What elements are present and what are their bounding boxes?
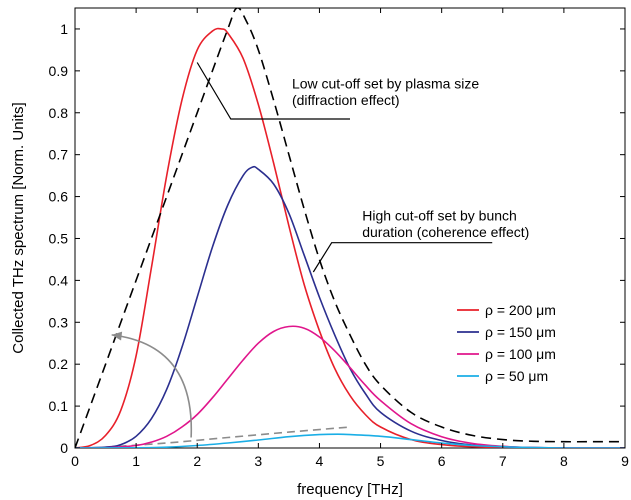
- y-tick-label: 0.4: [49, 272, 69, 288]
- annotation-text-low-cutoff: (diffraction effect): [292, 92, 400, 108]
- series-line-3: [75, 325, 625, 448]
- legend: ρ = 200 μm ρ = 150 μm ρ = 100 μm ρ = 50 μm: [457, 302, 556, 384]
- x-tick-label: 3: [254, 453, 262, 469]
- x-tick-label: 1: [132, 453, 140, 469]
- y-tick-label: 0.6: [49, 189, 69, 205]
- annotation-text-low-cutoff: Low cut-off set by plasma size: [292, 75, 479, 91]
- x-axis-label: frequency [THz]: [297, 481, 403, 498]
- gray-dashed-line: [105, 426, 351, 448]
- annotation-leader-high-cutoff: [312, 242, 493, 273]
- y-tick-label: 1: [60, 21, 68, 37]
- series-line-2: [75, 165, 625, 448]
- y-tick-label: 0.2: [49, 356, 69, 372]
- y-tick-label: 0.8: [49, 105, 69, 121]
- plot-frame: [74, 7, 626, 449]
- annotation-text-high-cutoff: duration (coherence effect): [362, 224, 529, 240]
- x-tick-label: 6: [438, 453, 446, 469]
- x-tick-label: 7: [499, 453, 507, 469]
- y-tick-label: 0: [60, 440, 68, 456]
- y-tick-label: 0.7: [49, 147, 69, 163]
- x-tick-label: 9: [621, 453, 629, 469]
- series-line-1: [75, 27, 625, 448]
- gray-arrow-head: [111, 331, 123, 341]
- x-tick-label: 5: [377, 453, 385, 469]
- series-line-4: [75, 433, 625, 448]
- legend-label-3: ρ = 100 μm: [485, 346, 556, 362]
- annotations-layer: Low cut-off set by plasma size(diffracti…: [111, 62, 529, 438]
- x-tick-label: 2: [193, 453, 201, 469]
- ticks-layer: 0 1 2 3 4 5 6 7 8 9 0 0.1 0.2 0.3 0.4 0.5 0.6 0.7 0.8 0.9 1: [49, 8, 629, 469]
- envelope-dashed-line: [75, 8, 625, 448]
- y-tick-label: 0.9: [49, 63, 69, 79]
- y-tick-label: 0.3: [49, 314, 69, 330]
- y-axis-label: Collected THz spectrum [Norm. Units]: [10, 102, 27, 353]
- x-tick-label: 8: [560, 453, 568, 469]
- y-tick-label: 0.1: [49, 398, 69, 414]
- legend-label-2: ρ = 150 μm: [485, 324, 556, 340]
- x-tick-label: 0: [71, 453, 79, 469]
- legend-label-1: ρ = 200 μm: [485, 302, 556, 318]
- annotation-leader-low-cutoff: [196, 62, 350, 120]
- curves-layer: [75, 8, 625, 448]
- legend-label-4: ρ = 50 μm: [485, 368, 548, 384]
- y-tick-label: 0.5: [49, 230, 69, 246]
- annotation-text-high-cutoff: High cut-off set by bunch: [362, 207, 517, 223]
- gray-arrow-shaft: [111, 334, 193, 438]
- x-tick-label: 4: [316, 453, 324, 469]
